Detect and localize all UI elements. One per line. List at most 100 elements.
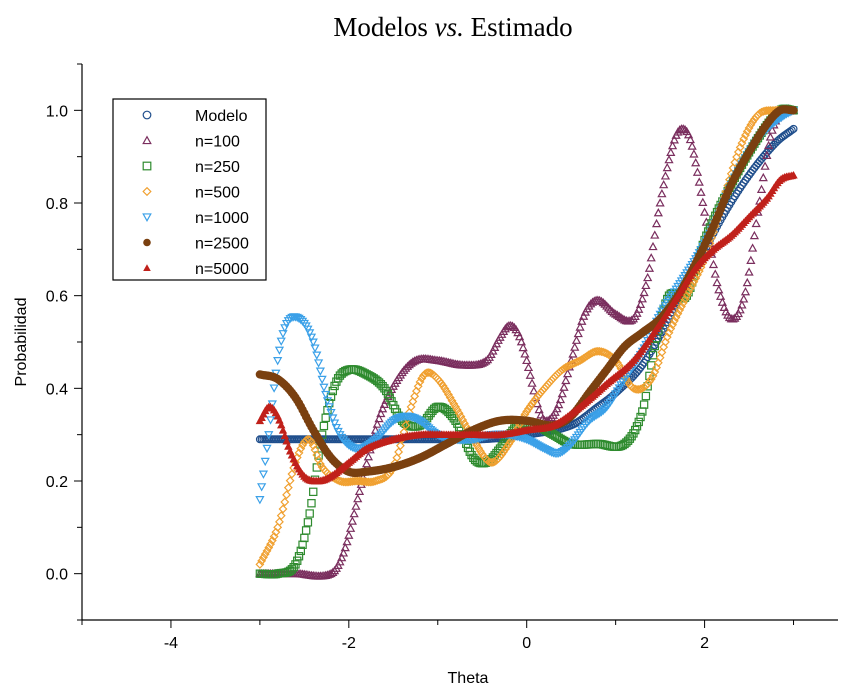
data-point [614, 311, 624, 320]
data-point [641, 391, 651, 401]
data-point [451, 402, 461, 412]
data-point [638, 407, 647, 416]
data-point [408, 397, 418, 406]
data-point [650, 341, 659, 351]
data-point [314, 455, 324, 465]
data-point [634, 304, 644, 313]
data-point [520, 349, 530, 358]
data-point [607, 306, 617, 316]
data-point [410, 356, 420, 365]
data-point [637, 294, 647, 303]
x-tick-label: 0 [522, 635, 531, 652]
data-point [303, 518, 313, 527]
data-point [669, 135, 679, 144]
data-point [760, 161, 770, 170]
data-point [349, 508, 359, 518]
data-point [255, 496, 265, 505]
data-point [518, 342, 528, 352]
data-point [621, 374, 631, 384]
data-point [276, 511, 286, 521]
data-point [635, 299, 646, 309]
data-point [598, 406, 608, 416]
data-point [639, 287, 649, 297]
data-point [712, 277, 722, 287]
data-point [789, 106, 798, 115]
data-point [584, 417, 594, 426]
data-point [737, 300, 747, 309]
data-point [522, 407, 532, 416]
data-point [534, 404, 544, 414]
y-axis-ticks: 0.0 0.2 0.4 0.6 0.8 1.0 [46, 63, 82, 621]
data-point [317, 375, 327, 385]
data-point [514, 331, 525, 341]
data-point [307, 437, 316, 447]
data-point [310, 344, 320, 353]
data-point [525, 401, 535, 411]
data-point [724, 312, 735, 322]
data-point [683, 130, 694, 139]
data-point [298, 440, 308, 450]
legend-box [112, 98, 267, 281]
data-point [611, 309, 621, 318]
data-point [692, 167, 703, 176]
data-point [415, 417, 425, 426]
data-point [516, 337, 526, 346]
data-point [644, 263, 655, 272]
data-point [554, 399, 564, 409]
data-point [335, 557, 345, 566]
data-point [277, 420, 286, 429]
data-point [392, 415, 402, 424]
data-point [456, 412, 466, 421]
data-point [577, 316, 587, 325]
data-point [694, 177, 704, 186]
data-point [395, 441, 405, 451]
y-tick-label: 0.2 [46, 474, 68, 491]
data-point [562, 443, 573, 453]
data-point [655, 353, 665, 363]
data-point [523, 362, 534, 372]
data-point [651, 218, 662, 228]
data-point [262, 546, 272, 556]
series-layer [255, 104, 799, 580]
data-point [269, 384, 279, 393]
data-point [664, 154, 674, 164]
data-point [573, 356, 583, 366]
data-point [378, 474, 388, 484]
data-point [499, 447, 509, 457]
data-point [454, 408, 464, 418]
legend-marker [142, 135, 152, 145]
data-point [392, 453, 402, 463]
data-point [495, 452, 505, 462]
chart-title: Modelos vs. Estimado [333, 12, 572, 42]
data-point [315, 459, 325, 469]
data-point [660, 171, 671, 180]
data-point [789, 171, 798, 179]
data-point [438, 381, 448, 391]
series-n-500 [255, 105, 798, 569]
data-point [410, 391, 420, 401]
data-point [593, 346, 603, 356]
data-point [746, 255, 756, 264]
legend-marker [143, 238, 151, 247]
data-point [507, 321, 518, 330]
data-point [282, 490, 292, 500]
data-point [296, 546, 305, 556]
data-point [285, 315, 295, 324]
data-point [293, 556, 302, 565]
data-point [589, 412, 599, 422]
data-point [287, 469, 297, 479]
data-point [657, 188, 667, 198]
data-point [708, 259, 719, 269]
data-point [374, 413, 384, 423]
data-point [376, 408, 386, 418]
data-point [313, 359, 324, 368]
data-point [739, 294, 749, 303]
data-point [379, 399, 390, 408]
data-point [305, 329, 315, 338]
legend-marker [142, 213, 152, 223]
data-point [612, 310, 623, 319]
data-point [273, 522, 283, 532]
data-point [372, 434, 382, 443]
data-point [579, 311, 589, 320]
